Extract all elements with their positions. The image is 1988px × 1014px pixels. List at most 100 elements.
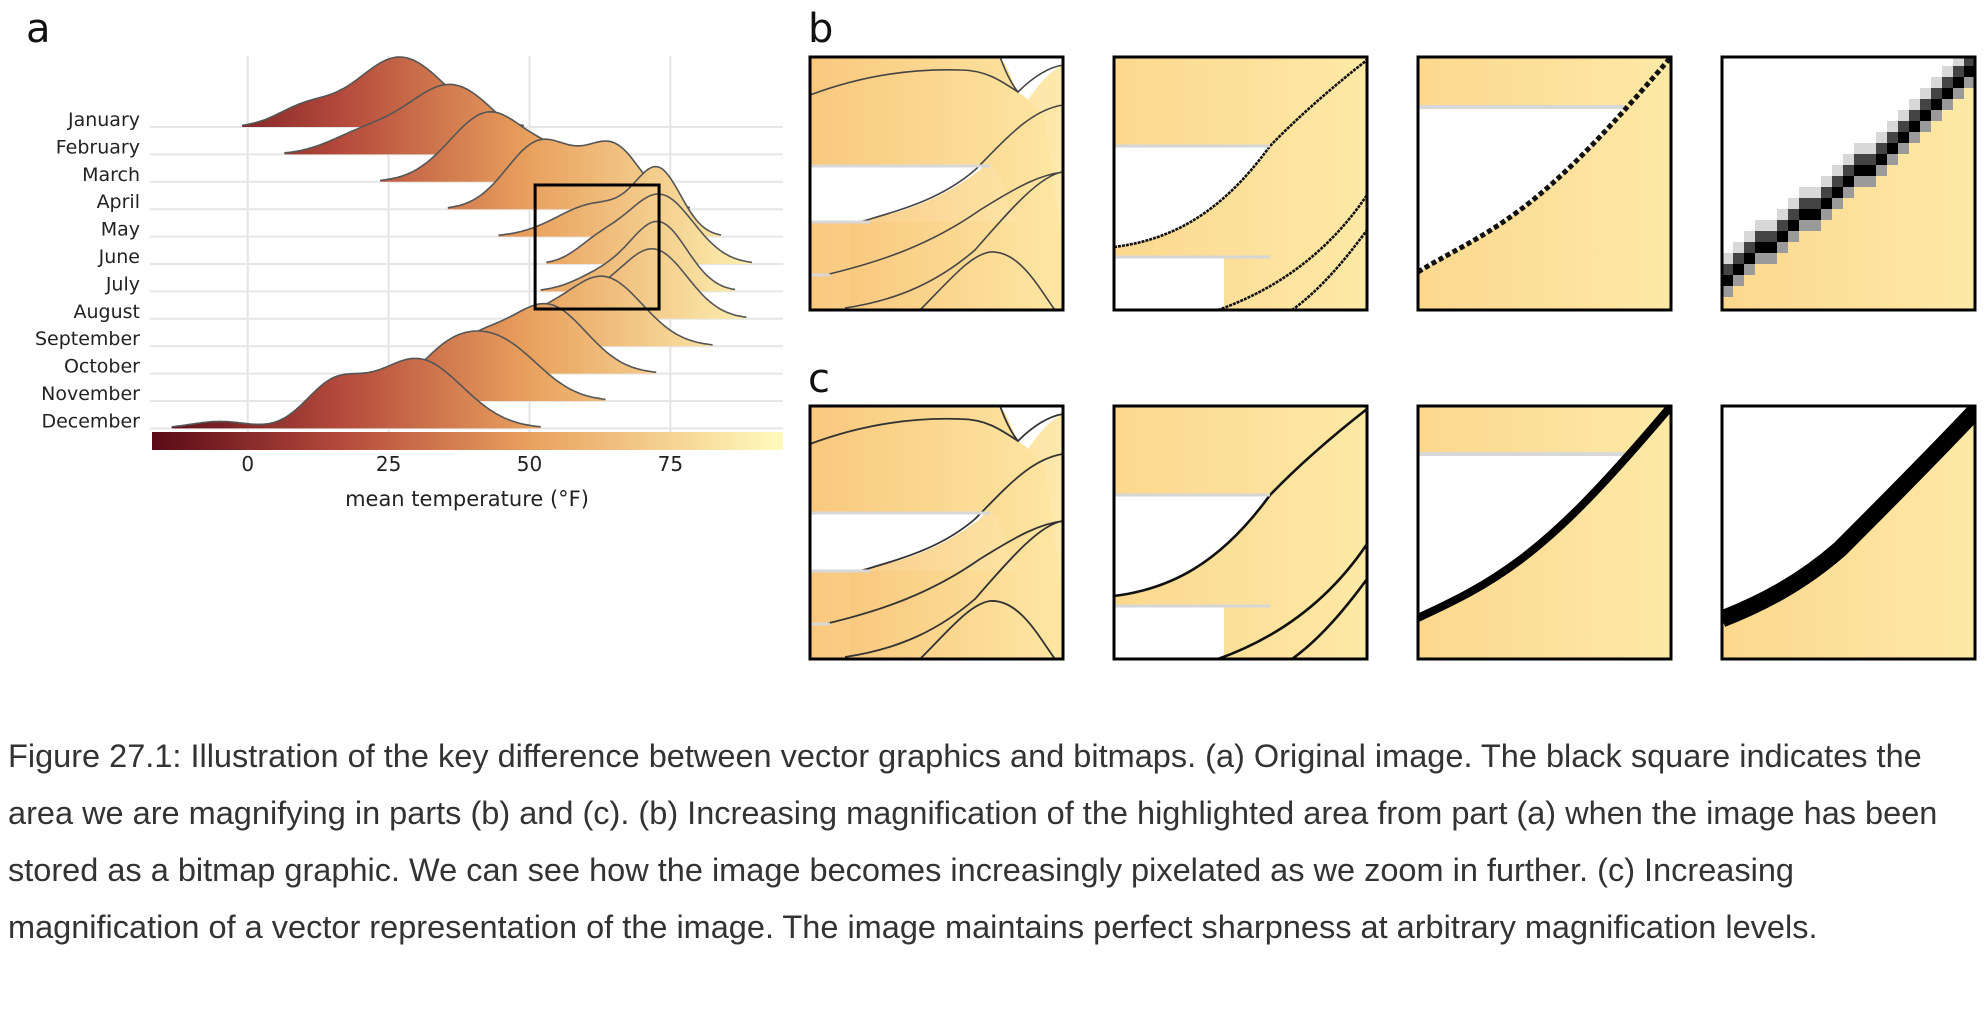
pixel-block (1854, 143, 1865, 154)
pixel-block (1832, 198, 1843, 209)
pixel-block (1788, 231, 1799, 242)
pixel-block (1887, 154, 1898, 165)
pixel-block (1942, 99, 1953, 110)
pixel-block (1744, 264, 1755, 275)
x-tick-label-0: 0 (241, 452, 254, 476)
month-label-may: May (101, 219, 140, 241)
pixel-block (1722, 253, 1733, 264)
month-label-july: July (105, 273, 140, 295)
vector-zoom-2-frame (1112, 404, 1369, 661)
ridge-outline-december (171, 357, 541, 428)
vector-zoom-3 (1418, 406, 1671, 659)
pixel-block (1931, 110, 1942, 121)
pixel-block (1854, 176, 1865, 187)
pixel-block (1788, 209, 1799, 220)
pixel-block (1843, 187, 1854, 198)
bitmap-zoom-3 (1418, 57, 1671, 310)
pixel-block (1843, 154, 1854, 165)
pixel-block (1865, 154, 1876, 165)
pixel-block (1964, 44, 1975, 55)
pixel-block (1876, 154, 1887, 165)
pixel-block (1755, 253, 1766, 264)
pixel-block (1810, 209, 1821, 220)
bitmap-zoom-4-frame (1720, 55, 1977, 312)
pixel-block (1953, 66, 1964, 77)
pixel-block (1810, 187, 1821, 198)
bitmap-zoom-2 (1114, 57, 1367, 310)
pixel-block (1942, 77, 1953, 88)
bitmap-zoom-1-frame (808, 55, 1065, 312)
pixel-block (1920, 99, 1931, 110)
month-label-september: September (35, 328, 140, 350)
pixel-block (1799, 187, 1810, 198)
highlight-square (533, 183, 661, 311)
pixel-block (1920, 110, 1931, 121)
month-label-february: February (56, 136, 140, 158)
x-axis-label: mean temperature (°F) (345, 487, 589, 511)
pixel-block (1854, 154, 1865, 165)
pixel-block (1733, 253, 1744, 264)
ridges (171, 56, 753, 429)
pixel-block (1733, 264, 1744, 275)
pixel-block (1876, 132, 1887, 143)
pixel-block (1821, 187, 1832, 198)
ridge-outline-july (540, 220, 736, 291)
pixelated-curve (1722, 44, 1986, 297)
pixel-block (1777, 231, 1788, 242)
pixel-block (1755, 231, 1766, 242)
panel-c-vector-zoom (808, 404, 1977, 661)
pixel-block (1865, 176, 1876, 187)
pixel-block (1744, 231, 1755, 242)
pixel-block (1777, 209, 1788, 220)
panel-b-letter: b (808, 6, 833, 52)
pixel-block (1799, 198, 1810, 209)
figure-caption: Figure 27.1: Illustration of the key dif… (8, 738, 1938, 945)
pixel-block (1788, 220, 1799, 231)
pixel-block (1722, 286, 1733, 297)
pixel-block (1975, 66, 1986, 77)
vector-zoom-4 (1722, 406, 1975, 659)
pixel-block (1755, 242, 1766, 253)
pixel-block (1898, 110, 1909, 121)
month-labels: January February March April May June July Augu… (35, 109, 140, 432)
pixel-block (1942, 66, 1953, 77)
pixel-block (1964, 57, 1975, 66)
pixel-block (1843, 165, 1854, 176)
month-label-august: August (74, 301, 141, 323)
pixel-block (1766, 253, 1777, 264)
pixel-block (1909, 110, 1920, 121)
month-label-november: November (41, 383, 140, 405)
pixel-block (1854, 165, 1865, 176)
pixel-block (1766, 242, 1777, 253)
bitmap-zoom-4 (1722, 44, 1986, 310)
pixel-block (1876, 165, 1887, 176)
x-tick-label-25: 25 (376, 452, 401, 476)
ridge-december (171, 358, 541, 429)
pixel-block (1722, 264, 1733, 275)
panel-a-letter: a (26, 6, 51, 52)
pixel-block (1964, 66, 1975, 77)
pixel-block (1898, 143, 1909, 154)
pixel-block (1898, 121, 1909, 132)
bitmap-zoom-3-frame (1416, 55, 1673, 312)
month-label-october: October (64, 356, 140, 378)
bitmap-zoom-2-frame (1112, 55, 1369, 312)
pixel-block (1865, 143, 1876, 154)
pixel-block (1942, 88, 1953, 99)
pixel-block (1755, 220, 1766, 231)
pixel-block (1832, 187, 1843, 198)
pixel-block (1975, 55, 1986, 66)
vector-zoom-3-frame (1416, 404, 1673, 661)
figure-27-1: a b c January February March April May June Ju… (26, 6, 1986, 661)
month-label-december: December (41, 410, 140, 432)
panel-a-ridgeline-chart: January February March April May June July Augu… (35, 56, 783, 511)
pixel-block (1832, 165, 1843, 176)
pixel-block (1744, 242, 1755, 253)
color-bar (152, 432, 783, 450)
vector-zoom-2 (1114, 406, 1367, 659)
pixel-block (1832, 176, 1843, 187)
pixel-block (1953, 57, 1964, 66)
pixel-block (1931, 77, 1942, 88)
pixel-block (1777, 220, 1788, 231)
month-label-june: June (98, 246, 140, 268)
